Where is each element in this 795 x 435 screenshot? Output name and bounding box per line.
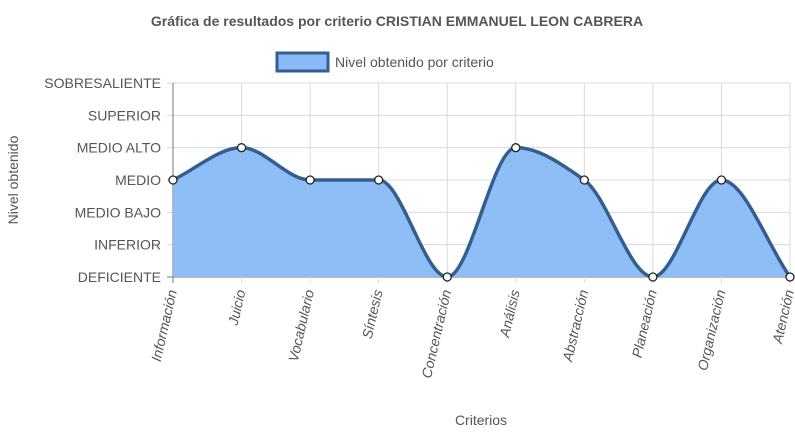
data-point[interactable] [236,143,247,153]
y-tick-label: INFERIOR [94,237,161,253]
data-point[interactable] [511,143,521,153]
chart-title: Gráfica de resultados por criterio CRIST… [151,13,643,29]
x-tick-label: Síntesis [359,288,386,340]
x-tick-label: Vocabulario [285,288,317,363]
y-tick-label: MEDIO [115,172,161,188]
x-tick-label: Concentración [418,288,454,380]
x-tick-label: Atención [769,288,795,346]
y-tick-label: MEDIO BAJO [75,204,161,220]
data-point[interactable] [168,175,178,185]
data-point[interactable] [442,272,452,282]
area-layer [172,145,792,279]
y-tick-label: SOBRESALIENTE [44,75,161,91]
legend-label: Nivel obtenido por criterio [335,54,494,70]
y-tick-label: DEFICIENTE [78,269,161,285]
y-tick-label: SUPERIOR [88,107,161,123]
series-line [172,145,792,279]
x-tick-labels: Información Juicio Vocabulario Síntesis Conc… [148,288,795,380]
x-tick-label: Organización [694,288,728,372]
x-tick-label: Análisis [496,288,523,340]
x-tick-label: Juicio [225,288,249,328]
x-tick-label: Abstracción [559,288,591,364]
y-tick-label: MEDIO ALTO [77,140,161,156]
data-point[interactable] [305,175,315,185]
data-point[interactable] [374,175,384,185]
data-point[interactable] [648,272,658,282]
data-point[interactable] [785,272,795,282]
x-tick-label: Información [148,288,180,363]
legend-swatch [275,51,330,73]
x-tick-label: Planeación [629,288,660,359]
x-axis-title: Criterios [455,412,507,428]
data-points [168,143,795,282]
y-axis-title: Nivel obtenido [5,135,21,224]
data-point[interactable] [716,175,727,185]
data-point[interactable] [579,175,589,185]
legend[interactable]: Nivel obtenido por criterio [275,51,494,73]
y-tick-labels: DEFICIENTE INFERIOR MEDIO BAJO MEDIO MEDIO A… [44,75,161,285]
